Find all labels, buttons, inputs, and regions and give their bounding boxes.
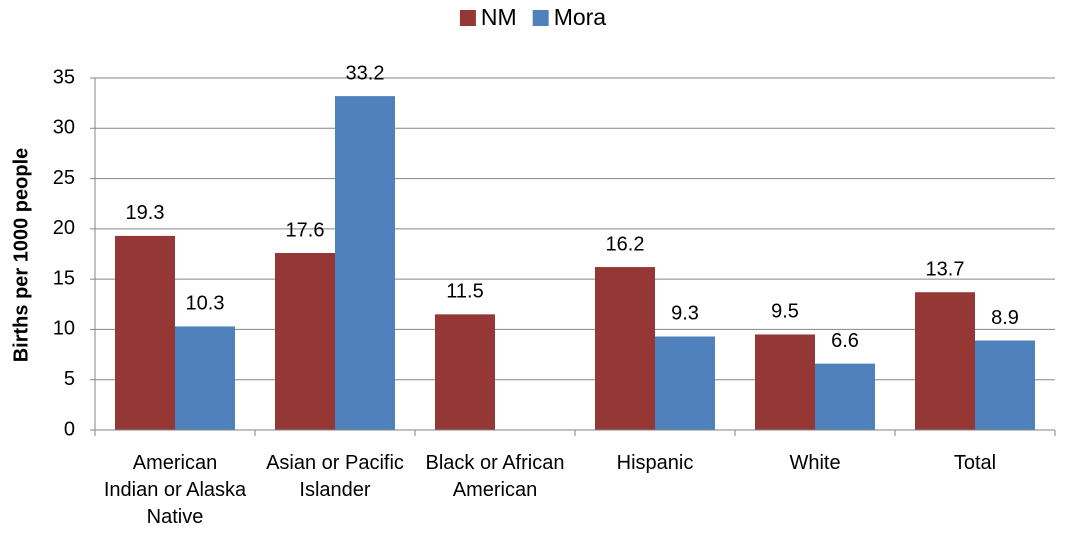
- value-label: 16.2: [606, 233, 645, 255]
- value-label: 13.7: [926, 258, 965, 280]
- value-label: 17.6: [286, 219, 325, 241]
- x-tick-label-box: Black or African American: [425, 452, 565, 501]
- bar: [115, 235, 175, 430]
- value-label: 8.9: [991, 307, 1019, 329]
- y-tick-label: 10: [53, 318, 75, 340]
- x-tick-label-box: White: [789, 452, 841, 474]
- bar: [275, 252, 335, 430]
- bar: [975, 340, 1035, 430]
- y-tick-label: 35: [53, 66, 75, 88]
- y-tick-label: 30: [53, 117, 75, 139]
- legend-label: Mora: [554, 4, 607, 30]
- value-label: 10.3: [186, 293, 225, 315]
- legend-swatch: [459, 10, 476, 26]
- x-tick-label: Asian or Pacific Islander: [266, 452, 404, 501]
- x-tick-label: White: [789, 452, 841, 474]
- value-label: 9.3: [671, 303, 699, 325]
- x-tick-label: American Indian or Alaska Native: [103, 452, 247, 528]
- bar: [655, 336, 715, 430]
- x-tick-label: Total: [953, 452, 997, 474]
- value-label: 11.5: [446, 281, 483, 303]
- y-tick-label: 5: [64, 368, 75, 390]
- y-tick-label: 0: [64, 418, 75, 440]
- x-tick-label: Hispanic: [616, 452, 694, 474]
- value-label: 33.2: [346, 62, 385, 84]
- legend-swatch: [532, 10, 549, 26]
- value-label: 9.5: [771, 301, 799, 323]
- y-tick-label: 15: [53, 267, 75, 289]
- value-label: 6.6: [831, 330, 859, 352]
- bar: [175, 326, 235, 430]
- x-tick-label-box: Total: [953, 452, 997, 474]
- y-axis-title: Births per 1000 people: [10, 148, 32, 363]
- bar: [755, 334, 815, 430]
- x-tick-label-box: Asian or Pacific Islander: [266, 452, 404, 501]
- bar: [595, 267, 655, 430]
- y-tick-label: 25: [53, 167, 75, 189]
- bar: [815, 363, 875, 430]
- legend-label: NM: [481, 4, 517, 30]
- value-label: 19.3: [126, 202, 165, 224]
- x-tick-label-box: Hispanic: [616, 452, 694, 474]
- x-tick-label: Black or African American: [425, 452, 565, 501]
- bar: [915, 292, 975, 430]
- bar: [435, 314, 495, 430]
- legend: NM Mora: [459, 4, 607, 30]
- x-tick-label-box: American Indian or Alaska Native: [103, 452, 247, 528]
- y-tick-label: 20: [53, 217, 75, 239]
- bar: [335, 96, 395, 431]
